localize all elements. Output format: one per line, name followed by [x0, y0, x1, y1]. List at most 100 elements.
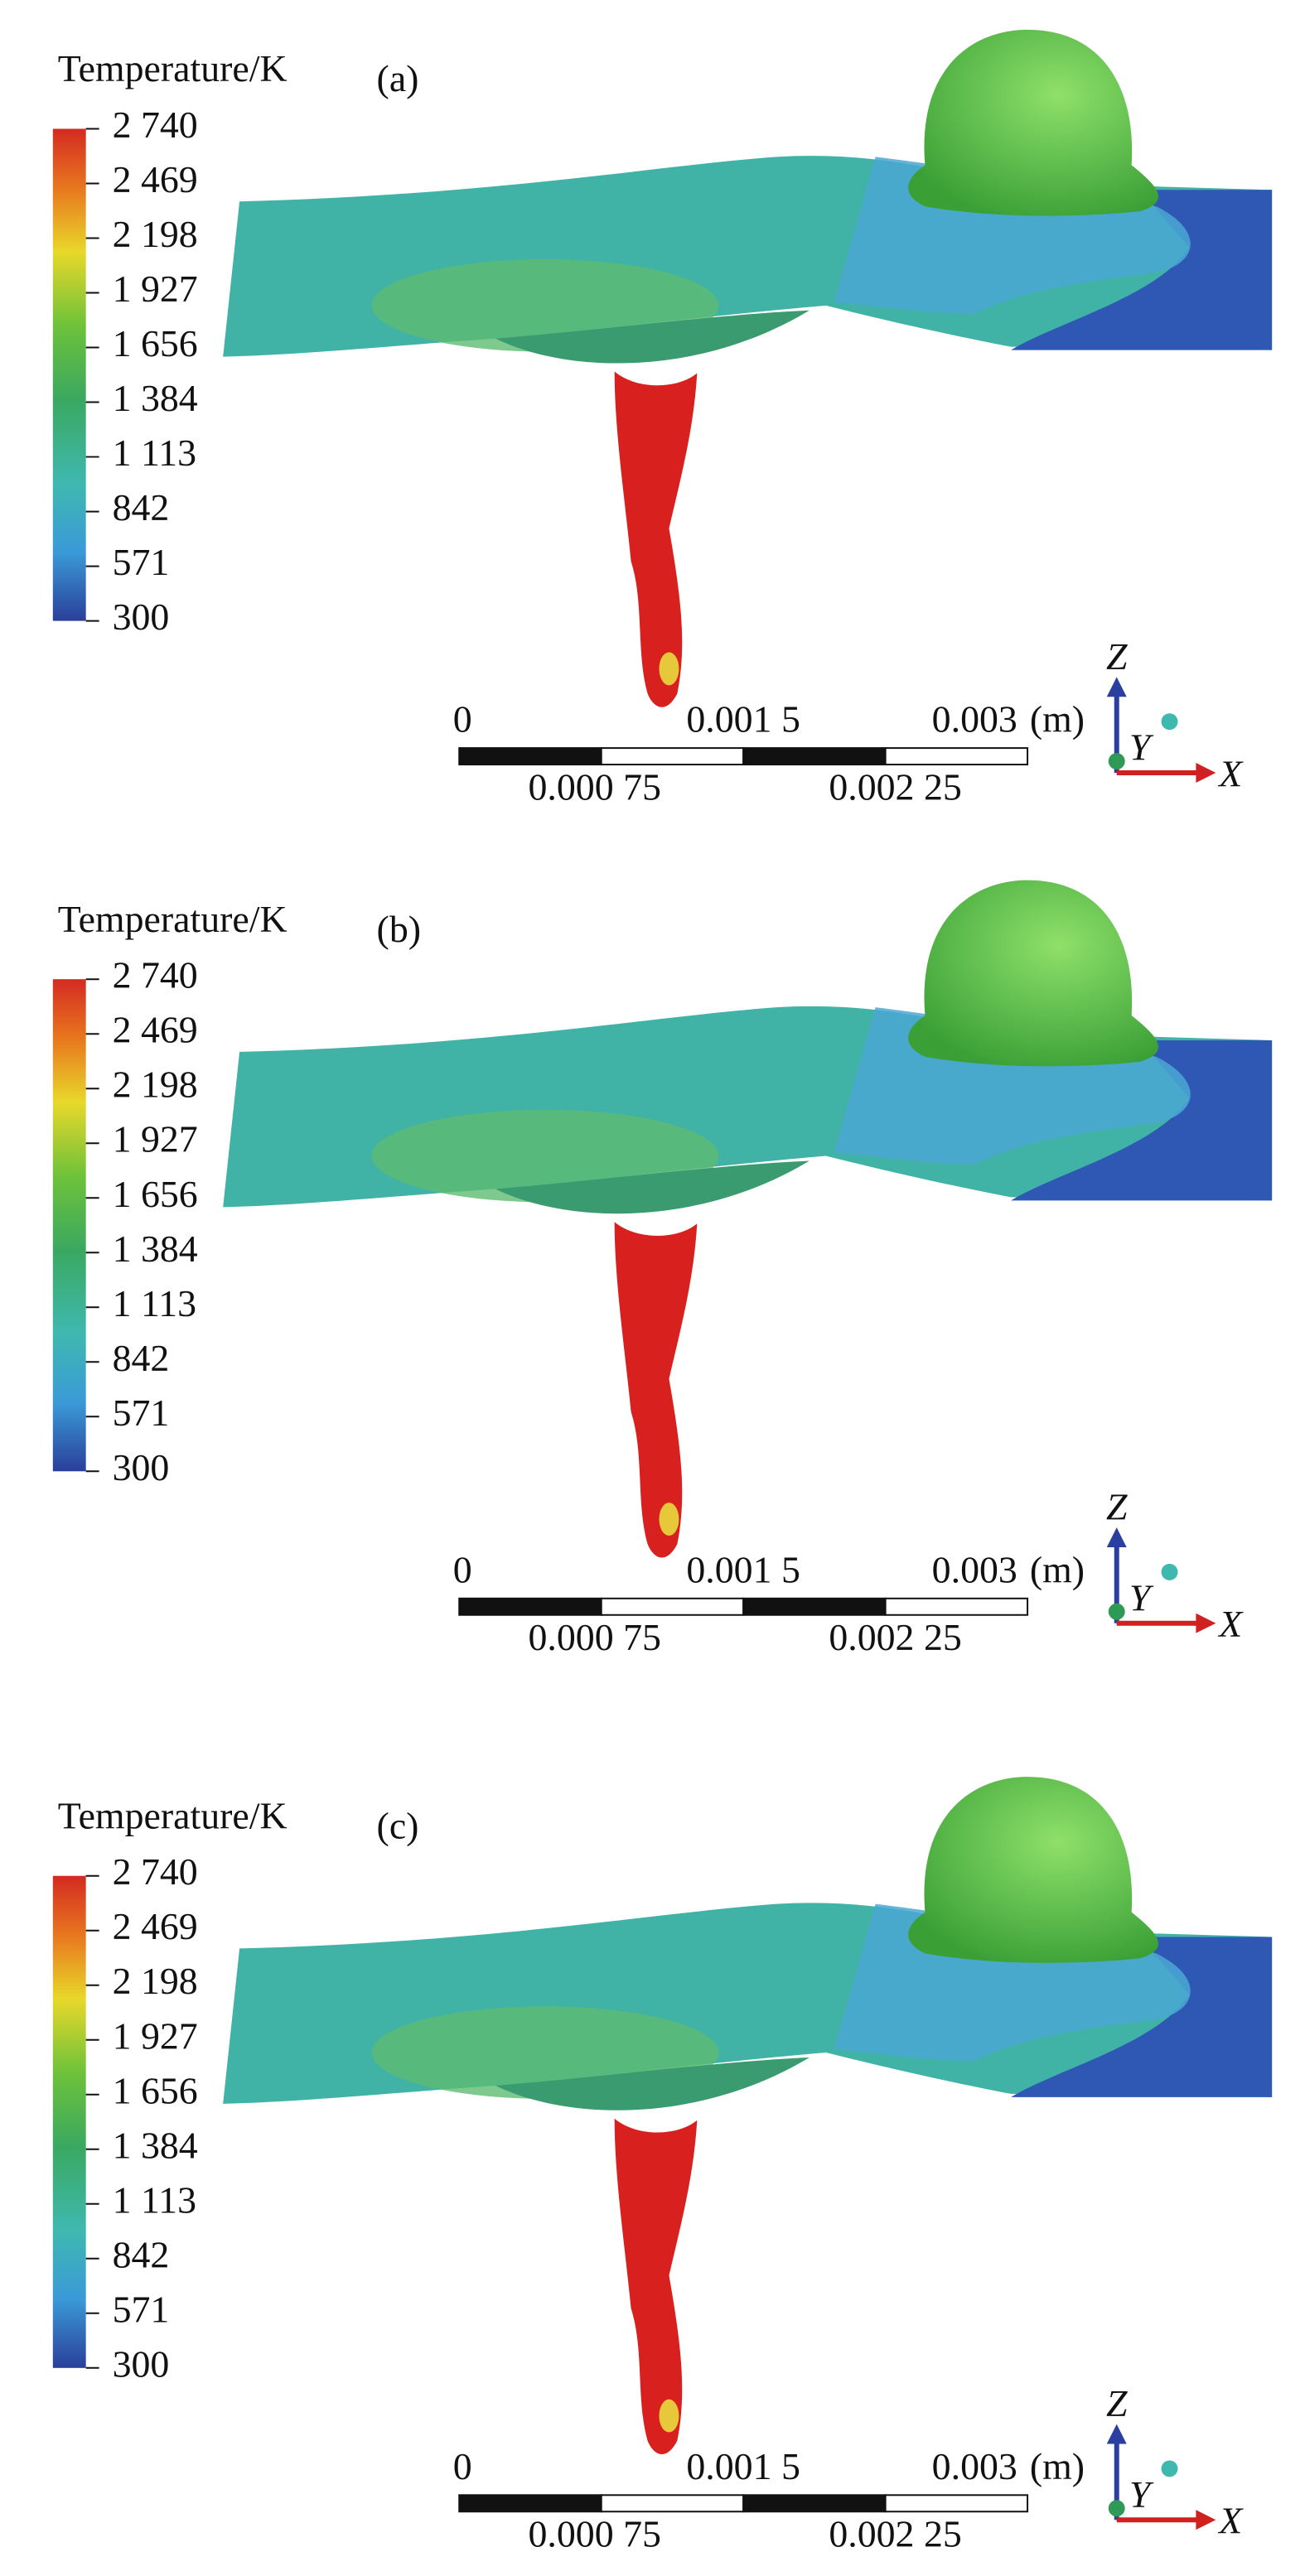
- y-axis-dot: [1108, 753, 1125, 770]
- scale-label: 0.002 25: [829, 1616, 961, 1658]
- legend-tick-label: 2 198: [113, 213, 198, 255]
- legend-tick-label: 1 113: [113, 2178, 196, 2221]
- scale-label: 0.002 25: [829, 2513, 961, 2555]
- keyhole: [614, 1222, 698, 1558]
- hot-spot: [659, 2399, 679, 2433]
- legend-tick-label: 842: [113, 1337, 170, 1379]
- panel-label: (c): [377, 1804, 419, 1846]
- axis-label: X: [1217, 2500, 1244, 2542]
- scale-label: 0.000 75: [528, 1616, 660, 1658]
- scale-label: 0.003: [932, 698, 1017, 740]
- origin-dot: [1161, 1563, 1178, 1580]
- x-arrow: [1196, 1613, 1216, 1633]
- legend-tick-label: 2 469: [113, 158, 198, 200]
- scale-label: 0.001 5: [686, 2445, 800, 2487]
- scale-label: 0.000 75: [528, 765, 660, 808]
- legend-tick-label: 1 113: [113, 432, 196, 474]
- pool-bowl: [495, 2057, 810, 2110]
- z-arrow: [1106, 2424, 1127, 2444]
- droplet: [908, 29, 1158, 216]
- scale-segment: [600, 2494, 745, 2513]
- legend-tick-label: 1 384: [113, 1228, 198, 1270]
- legend-tick-label: 1 927: [113, 268, 198, 310]
- keyhole: [614, 371, 698, 707]
- cool-region: [1011, 190, 1273, 350]
- hot-spot: [659, 652, 679, 686]
- legend-tick-label: 2 740: [113, 954, 198, 996]
- legend-title: Temperature/K: [58, 47, 288, 89]
- colorbar: [52, 128, 86, 621]
- panel: Temperature/K 2 740 2 469 2 198 1 927 1 656 1 …: [52, 1777, 1273, 2555]
- legend-tick-label: 842: [113, 486, 170, 528]
- axis-label: Y: [1129, 726, 1154, 769]
- scale-segment: [884, 747, 1029, 766]
- scale-label: 0: [453, 1548, 472, 1590]
- legend-tick-label: 1 927: [113, 2014, 198, 2057]
- scale-segment: [742, 1597, 887, 1616]
- scale-unit: (m): [1030, 2445, 1085, 2487]
- cool-region: [1011, 1937, 1273, 2097]
- scale-segment: [884, 1597, 1029, 1616]
- panel: Temperature/K 2 740 2 469 2 198 1 927 1 656 1 …: [52, 29, 1273, 808]
- origin-dot: [1161, 713, 1178, 731]
- colorbar: [52, 1875, 86, 2368]
- legend-tick-label: 2 740: [113, 104, 198, 146]
- legend-tick-label: 571: [113, 1392, 170, 1434]
- legend-tick-label: 1 927: [113, 1118, 198, 1160]
- scale-unit: (m): [1030, 698, 1085, 740]
- scale-segment: [458, 747, 602, 766]
- scale-label: 0.000 75: [528, 2513, 660, 2555]
- z-arrow: [1106, 677, 1127, 697]
- axis-label: Z: [1106, 1486, 1128, 1528]
- legend-title: Temperature/K: [58, 898, 288, 940]
- scale-label: 0: [453, 698, 472, 740]
- legend-tick-label: 300: [113, 2342, 170, 2385]
- legend-tick-label: 2 740: [113, 1850, 198, 1893]
- scale-segment: [742, 747, 887, 766]
- scale-label: 0: [453, 2445, 472, 2487]
- scale-segment: [458, 1597, 602, 1616]
- pool-bowl: [495, 1160, 810, 1214]
- legend-tick-label: 571: [113, 541, 170, 583]
- x-arrow: [1196, 763, 1216, 783]
- legend-tick-label: 1 384: [113, 2124, 198, 2166]
- legend-tick-label: 300: [113, 1446, 170, 1488]
- y-axis-dot: [1108, 1603, 1125, 1620]
- legend-tick-label: 1 113: [113, 1282, 196, 1324]
- legend-tick-label: 1 656: [113, 2069, 198, 2111]
- scale-segment: [600, 1597, 745, 1616]
- legend-tick-label: 2 469: [113, 1009, 198, 1051]
- axis-label: X: [1217, 752, 1244, 794]
- y-axis-dot: [1108, 2500, 1125, 2517]
- scale-label: 0.001 5: [686, 1548, 800, 1590]
- legend-tick-label: 2 198: [113, 1064, 198, 1106]
- panel: Temperature/K 2 740 2 469 2 198 1 927 1 656 1 …: [52, 880, 1273, 1658]
- x-arrow: [1196, 2510, 1216, 2530]
- pool-bowl: [495, 310, 810, 364]
- axis-label: Y: [1129, 1576, 1154, 1618]
- legend-tick-label: 571: [113, 2288, 170, 2330]
- legend-tick-label: 1 384: [113, 377, 198, 419]
- legend-tick-label: 1 656: [113, 1173, 198, 1215]
- panel-label: (a): [377, 57, 419, 99]
- keyhole: [614, 2118, 698, 2455]
- legend-tick-label: 300: [113, 596, 170, 638]
- colorbar: [52, 979, 86, 1472]
- legend-tick-label: 2 198: [113, 1960, 198, 2002]
- legend-title: Temperature/K: [58, 1794, 288, 1836]
- origin-dot: [1161, 2460, 1178, 2477]
- axis-label: Y: [1129, 2473, 1154, 2516]
- legend-tick-label: 2 469: [113, 1905, 198, 1947]
- axis-label: Z: [1106, 635, 1128, 678]
- panel-label: (b): [377, 908, 421, 950]
- droplet: [908, 1777, 1158, 1963]
- scale-segment: [742, 2494, 887, 2513]
- legend-tick-label: 842: [113, 2233, 170, 2275]
- droplet: [908, 880, 1158, 1067]
- scale-label: 0.003: [932, 2445, 1017, 2487]
- scale-segment: [884, 2494, 1029, 2513]
- axis-label: X: [1217, 1603, 1244, 1645]
- scale-segment: [458, 2494, 602, 2513]
